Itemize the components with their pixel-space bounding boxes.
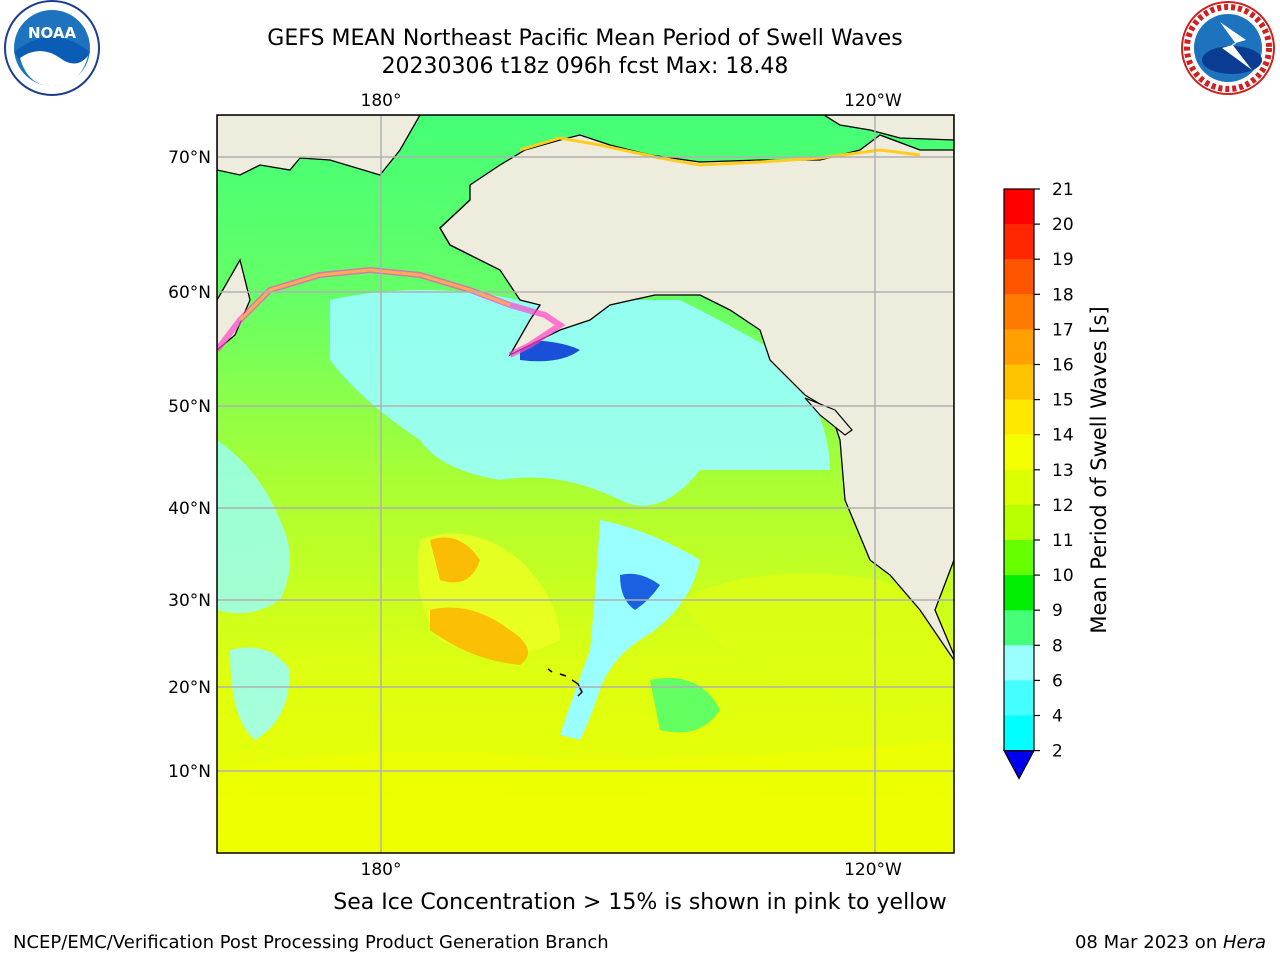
colorbar-tick-label: 21 <box>1052 180 1074 200</box>
colorbar-tick-label: 18 <box>1052 285 1074 305</box>
colorbar-tick-label: 16 <box>1052 356 1074 376</box>
colorbar-segment <box>1004 645 1034 681</box>
colorbar-segment <box>1004 680 1034 716</box>
footer-credit: NCEP/EMC/Verification Post Processing Pr… <box>13 932 609 953</box>
colorbar-segment <box>1004 189 1034 225</box>
nws-logo <box>1181 1 1275 95</box>
colorbar-segment <box>1004 610 1034 646</box>
colorbar-tick-label: 14 <box>1052 426 1074 446</box>
noaa-logo: NOAA <box>4 0 100 96</box>
lat-label-40n: 40°N <box>168 499 211 519</box>
colorbar-segment <box>1004 364 1034 401</box>
colorbar-tick-label: 10 <box>1052 566 1074 586</box>
colorbar-segment <box>1004 540 1034 576</box>
map-area <box>217 115 954 853</box>
colorbar-segment <box>1004 469 1034 506</box>
colorbar-tick-label: 19 <box>1052 250 1074 270</box>
lat-label-20n: 20°N <box>168 678 211 698</box>
sea-ice-note: Sea Ice Concentration > 15% is shown in … <box>333 890 947 915</box>
colorbar-segment <box>1004 504 1034 541</box>
lat-label-70n: 70°N <box>168 148 211 168</box>
colorbar-tick-label: 20 <box>1052 215 1074 235</box>
colorbar-extension <box>1002 750 1036 780</box>
map-frame <box>216 114 955 854</box>
top-lon-label-180: 180° <box>361 91 402 111</box>
colorbar-segment <box>1004 294 1034 330</box>
lat-label-50n: 50°N <box>168 397 211 417</box>
footer-date-text: 08 Mar 2023 on <box>1074 932 1223 953</box>
colorbar-tick-label: 8 <box>1052 636 1063 656</box>
colorbar-label: Mean Period of Swell Waves [s] <box>1087 306 1111 633</box>
bottom-lon-label-120w: 120°W <box>844 860 902 880</box>
colorbar-tick-label: 15 <box>1052 391 1074 411</box>
lat-label-30n: 30°N <box>168 591 211 611</box>
colorbar-tick-label: 6 <box>1052 671 1063 691</box>
colorbar-segment <box>1004 399 1034 436</box>
colorbar-segment <box>1004 575 1034 611</box>
map-graticule <box>217 115 954 853</box>
colorbar: 21 20 19 18 17 16 15 14 13 12 11 10 9 8 6 4 2 <box>1002 180 1074 780</box>
colorbar-tick-label: 9 <box>1052 601 1063 621</box>
colorbar-tick-label: 17 <box>1052 320 1074 340</box>
noaa-logo-text: NOAA <box>28 24 77 42</box>
colorbar-tick-label: 2 <box>1052 742 1063 762</box>
chart-subtitle: 20230306 t18z 096h fcst Max: 18.48 <box>381 54 789 79</box>
colorbar-tick-label: 11 <box>1052 531 1074 551</box>
footer-host: Hera <box>1222 932 1266 953</box>
chart-title: GEFS MEAN Northeast Pacific Mean Period … <box>267 26 903 51</box>
colorbar-segment <box>1004 259 1034 295</box>
colorbar-segment <box>1004 224 1034 260</box>
colorbar-segment <box>1004 329 1034 365</box>
top-lon-label-120w: 120°W <box>844 91 902 111</box>
footer-date: 08 Mar 2023 on Hera <box>1075 932 1266 953</box>
lat-label-60n: 60°N <box>168 283 211 303</box>
lat-label-10n: 10°N <box>168 762 211 782</box>
bottom-lon-label-180: 180° <box>361 860 402 880</box>
colorbar-tick-label: 4 <box>1052 707 1063 727</box>
colorbar-segment <box>1004 715 1034 752</box>
colorbar-segment <box>1004 434 1034 471</box>
colorbar-tick-label: 13 <box>1052 461 1074 481</box>
colorbar-tick-label: 12 <box>1052 496 1074 516</box>
